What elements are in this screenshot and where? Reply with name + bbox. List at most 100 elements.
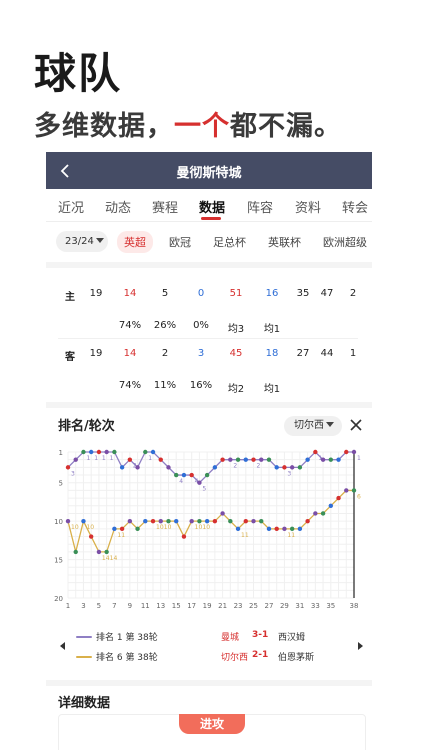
stat-value: 均3 [227, 324, 245, 335]
data-point [228, 457, 233, 462]
tab-lineup[interactable]: 阵容 [247, 201, 274, 216]
x-tick-label: 13 [156, 602, 165, 610]
data-point [297, 465, 303, 470]
x-tick-label: 29 [280, 602, 289, 610]
caret-down-icon [326, 422, 334, 427]
data-label: 5 [202, 486, 206, 493]
ranking-legend: 排名 1 第 38轮 曼城 3-1 西汉姆 排名 6 第 38轮 切尔西 2-1… [46, 628, 372, 676]
tab-recent[interactable]: 近况 [58, 201, 85, 216]
data-point [166, 518, 171, 524]
caret-down-icon [95, 238, 104, 243]
ranking-card: 排名/轮次 切尔西 1 5 10 15 20 1 3 5 7 9 11 13 15 17 19 21 23 25 2… [46, 408, 372, 678]
stats-row-away-pct: 74% 11% 16% 均2 均1 [46, 380, 372, 402]
data-point [320, 457, 326, 462]
legend-score: 3-1 [252, 630, 269, 640]
data-label: 1 [110, 455, 114, 462]
data-point [143, 449, 148, 455]
season-select[interactable]: 23/24 [56, 231, 108, 252]
x-tick-label: 21 [218, 602, 227, 610]
data-label: 4 [179, 478, 183, 485]
stat-value: 44 [320, 348, 334, 359]
tab-transfer[interactable]: 转会 [342, 201, 369, 216]
data-point [320, 511, 326, 516]
data-label: 1 [318, 455, 322, 462]
stat-value: 14 [123, 348, 137, 359]
data-point [197, 518, 202, 524]
data-point [305, 457, 310, 462]
data-label: 11 [117, 532, 125, 539]
data-label: 1 [86, 455, 90, 462]
promo-subtitle-accent: 一个 [174, 111, 230, 142]
promo-subtitle-end: 都不漏。 [230, 111, 342, 142]
data-point [104, 549, 109, 555]
stats-row-home: 主 19 14 5 0 51 16 35 47 2 [46, 288, 372, 310]
data-point [127, 518, 133, 524]
stat-value: 74% [118, 320, 142, 331]
tab-data[interactable]: 数据 [199, 201, 226, 216]
data-label: 10 [195, 524, 203, 531]
close-button[interactable] [348, 417, 364, 433]
promo-banner: 球队 多维数据，一个都不漏。 [0, 0, 422, 150]
stat-value: 均2 [227, 384, 245, 395]
data-point [313, 511, 318, 516]
compare-team-select[interactable]: 切尔西 [284, 416, 342, 436]
data-point [336, 457, 341, 462]
y-tick-label: 20 [54, 595, 63, 603]
stat-value: 27 [296, 348, 310, 359]
section-divider [46, 680, 372, 686]
data-point [104, 449, 109, 455]
league-champions-league[interactable]: 欧冠 [169, 236, 191, 249]
stat-value: 3 [197, 348, 205, 359]
data-point [297, 526, 303, 532]
league-efl-cup[interactable]: 英联杯 [268, 236, 301, 249]
stat-value: 19 [89, 348, 103, 359]
data-point [344, 488, 349, 493]
tab-profile[interactable]: 资料 [295, 201, 322, 216]
data-point [259, 518, 264, 524]
x-tick-label: 27 [265, 602, 274, 610]
league-super-cup[interactable]: 欧洲超级 [323, 236, 367, 249]
stat-value: 5 [161, 288, 169, 299]
data-point [88, 449, 94, 455]
tab-news[interactable]: 动态 [105, 201, 132, 216]
next-round-button[interactable] [358, 642, 363, 650]
data-point [158, 457, 163, 462]
x-tick-label: 33 [311, 602, 320, 610]
promo-subtitle: 多维数据，一个都不漏。 [34, 104, 342, 143]
data-point [65, 465, 71, 470]
stat-value: 均1 [263, 324, 281, 335]
league-premier-league[interactable]: 英超 [117, 231, 153, 253]
data-point [174, 518, 179, 524]
stat-value: 0 [197, 288, 205, 299]
legend-score: 2-1 [252, 650, 269, 660]
tab-schedule[interactable]: 赛程 [152, 201, 179, 216]
data-label: 14 [102, 555, 110, 562]
tab-attack[interactable]: 进攻 [179, 714, 245, 734]
data-label: 4 [195, 478, 199, 485]
section-divider [46, 262, 372, 268]
data-point [204, 472, 210, 478]
data-point [274, 465, 279, 470]
data-label: 1 [357, 455, 361, 462]
data-point [344, 449, 349, 455]
data-point [228, 518, 233, 524]
stat-value: 均1 [263, 384, 281, 395]
legend-row: 排名 6 第 38轮 切尔西 2-1 伯恩茅斯 [76, 650, 346, 664]
stat-value: 35 [296, 288, 310, 299]
data-point [135, 526, 140, 532]
legend-away-team: 西汉姆 [278, 633, 306, 643]
data-label: 11 [287, 532, 295, 539]
data-label: 10 [156, 524, 164, 531]
legend-row: 排名 1 第 38轮 曼城 3-1 西汉姆 [76, 630, 346, 644]
back-button[interactable] [56, 161, 76, 181]
prev-round-button[interactable] [60, 642, 65, 650]
league-fa-cup[interactable]: 足总杯 [213, 236, 246, 249]
x-tick-label: 5 [97, 602, 101, 610]
data-point [328, 457, 334, 462]
chevron-left-icon [60, 164, 69, 178]
tab-active-indicator [201, 217, 221, 220]
x-tick-label: 9 [128, 602, 132, 610]
data-point [212, 465, 218, 470]
data-point [251, 457, 256, 462]
